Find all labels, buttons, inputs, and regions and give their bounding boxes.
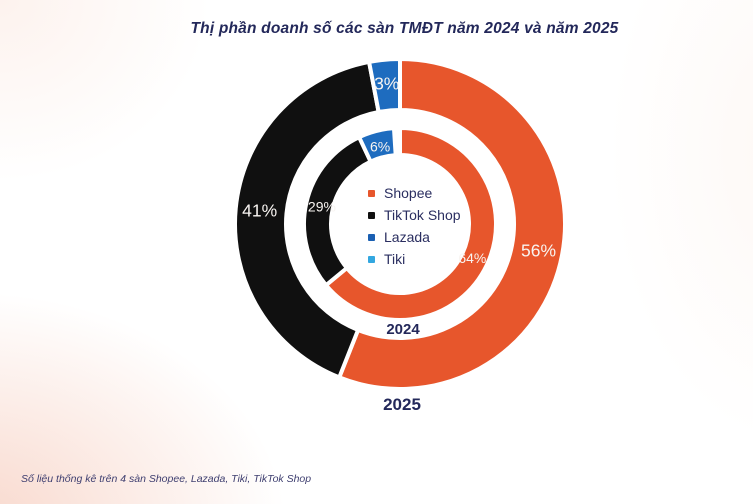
chart-legend: Shopee TikTok Shop Lazada Tiki — [368, 182, 461, 270]
legend-label: TikTok Shop — [384, 207, 461, 223]
segment-value-label: 3% — [374, 74, 399, 94]
tiki-legend-swatch-icon — [368, 255, 375, 263]
footer-source-note: Số liệu thống kê trên 4 sàn Shopee, Laza… — [21, 473, 312, 485]
ring-2025-segment-shopee — [336, 56, 567, 391]
ring-2024-segment-lazada — [356, 126, 398, 165]
legend-label: Shopee — [384, 185, 433, 201]
shopee-legend-swatch-icon — [368, 189, 375, 197]
segment-value-label: 56% — [521, 240, 556, 260]
legend-item-shopee: Shopee — [368, 182, 461, 204]
legend-item-tiktok-shop: TikTok Shop — [368, 204, 461, 226]
lazada-legend-swatch-icon — [368, 233, 375, 241]
legend-item-lazada: Lazada — [368, 226, 461, 248]
segment-value-label: 29% — [308, 199, 336, 215]
segment-value-label: 41% — [242, 201, 277, 221]
chart-title: Thị phần doanh số các sàn TMĐT năm 2024 … — [190, 20, 619, 37]
legend-label: Tiki — [384, 251, 406, 267]
segment-value-label: 64% — [458, 250, 486, 266]
ring-2025-segment-lazada — [366, 56, 402, 115]
tiktok-shop-legend-swatch-icon — [368, 211, 375, 219]
legend-item-tiki: Tiki — [368, 248, 461, 270]
ring-2025-segment-tiktok-shop — [233, 59, 381, 381]
segment-value-label: 6% — [370, 139, 390, 155]
outer-ring-year-label: 2025 — [383, 395, 421, 414]
inner-ring-year-label: 2024 — [386, 321, 420, 338]
legend-label: Lazada — [384, 229, 430, 245]
ring-2024-segment-shopee — [323, 125, 498, 322]
